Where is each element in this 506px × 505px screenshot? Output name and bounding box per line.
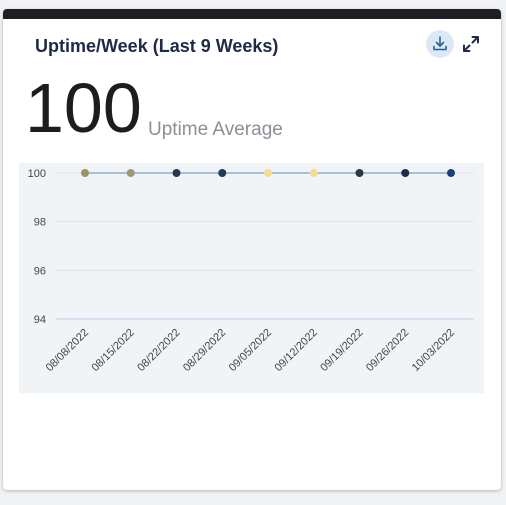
download-icon: [433, 36, 447, 51]
x-tick-label: 08/22/2022: [135, 327, 182, 374]
uptime-line-chart: 94969810008/08/202208/15/202208/22/20220…: [28, 168, 474, 374]
y-tick-label: 96: [34, 265, 46, 277]
x-tick-label: 09/12/2022: [272, 327, 319, 374]
data-point[interactable]: [172, 169, 181, 177]
data-point[interactable]: [401, 169, 410, 177]
data-point[interactable]: [218, 169, 227, 177]
card-top-bar: [3, 9, 501, 19]
kpi-value: 100: [25, 69, 142, 147]
x-tick-label: 09/05/2022: [227, 327, 274, 374]
y-tick-label: 98: [34, 217, 46, 229]
data-point[interactable]: [309, 169, 318, 177]
expand-button[interactable]: [458, 31, 484, 57]
chart-area: 94 96 98 100 08/08/2022 08/15/2022 08/22/2022 0…: [19, 163, 484, 393]
x-tick-label: 10/03/2022: [410, 327, 457, 374]
expand-icon: [463, 36, 479, 52]
y-tick-label: 100: [28, 168, 46, 180]
x-tick-label: 09/19/2022: [318, 327, 365, 374]
x-tick-label: 08/15/2022: [89, 327, 136, 374]
download-button[interactable]: [426, 30, 454, 58]
x-tick-label: 08/29/2022: [181, 327, 228, 374]
x-tick-label: 09/26/2022: [364, 327, 411, 374]
uptime-card: Uptime/Week (Last 9 Weeks) 100 Uptime Av…: [3, 9, 501, 490]
x-tick-label: 08/08/2022: [44, 327, 91, 374]
data-point[interactable]: [355, 169, 364, 177]
y-tick-label: 94: [34, 314, 46, 326]
kpi-label: Uptime Average: [148, 119, 283, 140]
data-point[interactable]: [126, 169, 135, 177]
data-point[interactable]: [447, 169, 455, 177]
data-point[interactable]: [264, 169, 272, 177]
card-title: Uptime/Week (Last 9 Weeks): [35, 36, 279, 56]
data-point[interactable]: [81, 169, 89, 177]
